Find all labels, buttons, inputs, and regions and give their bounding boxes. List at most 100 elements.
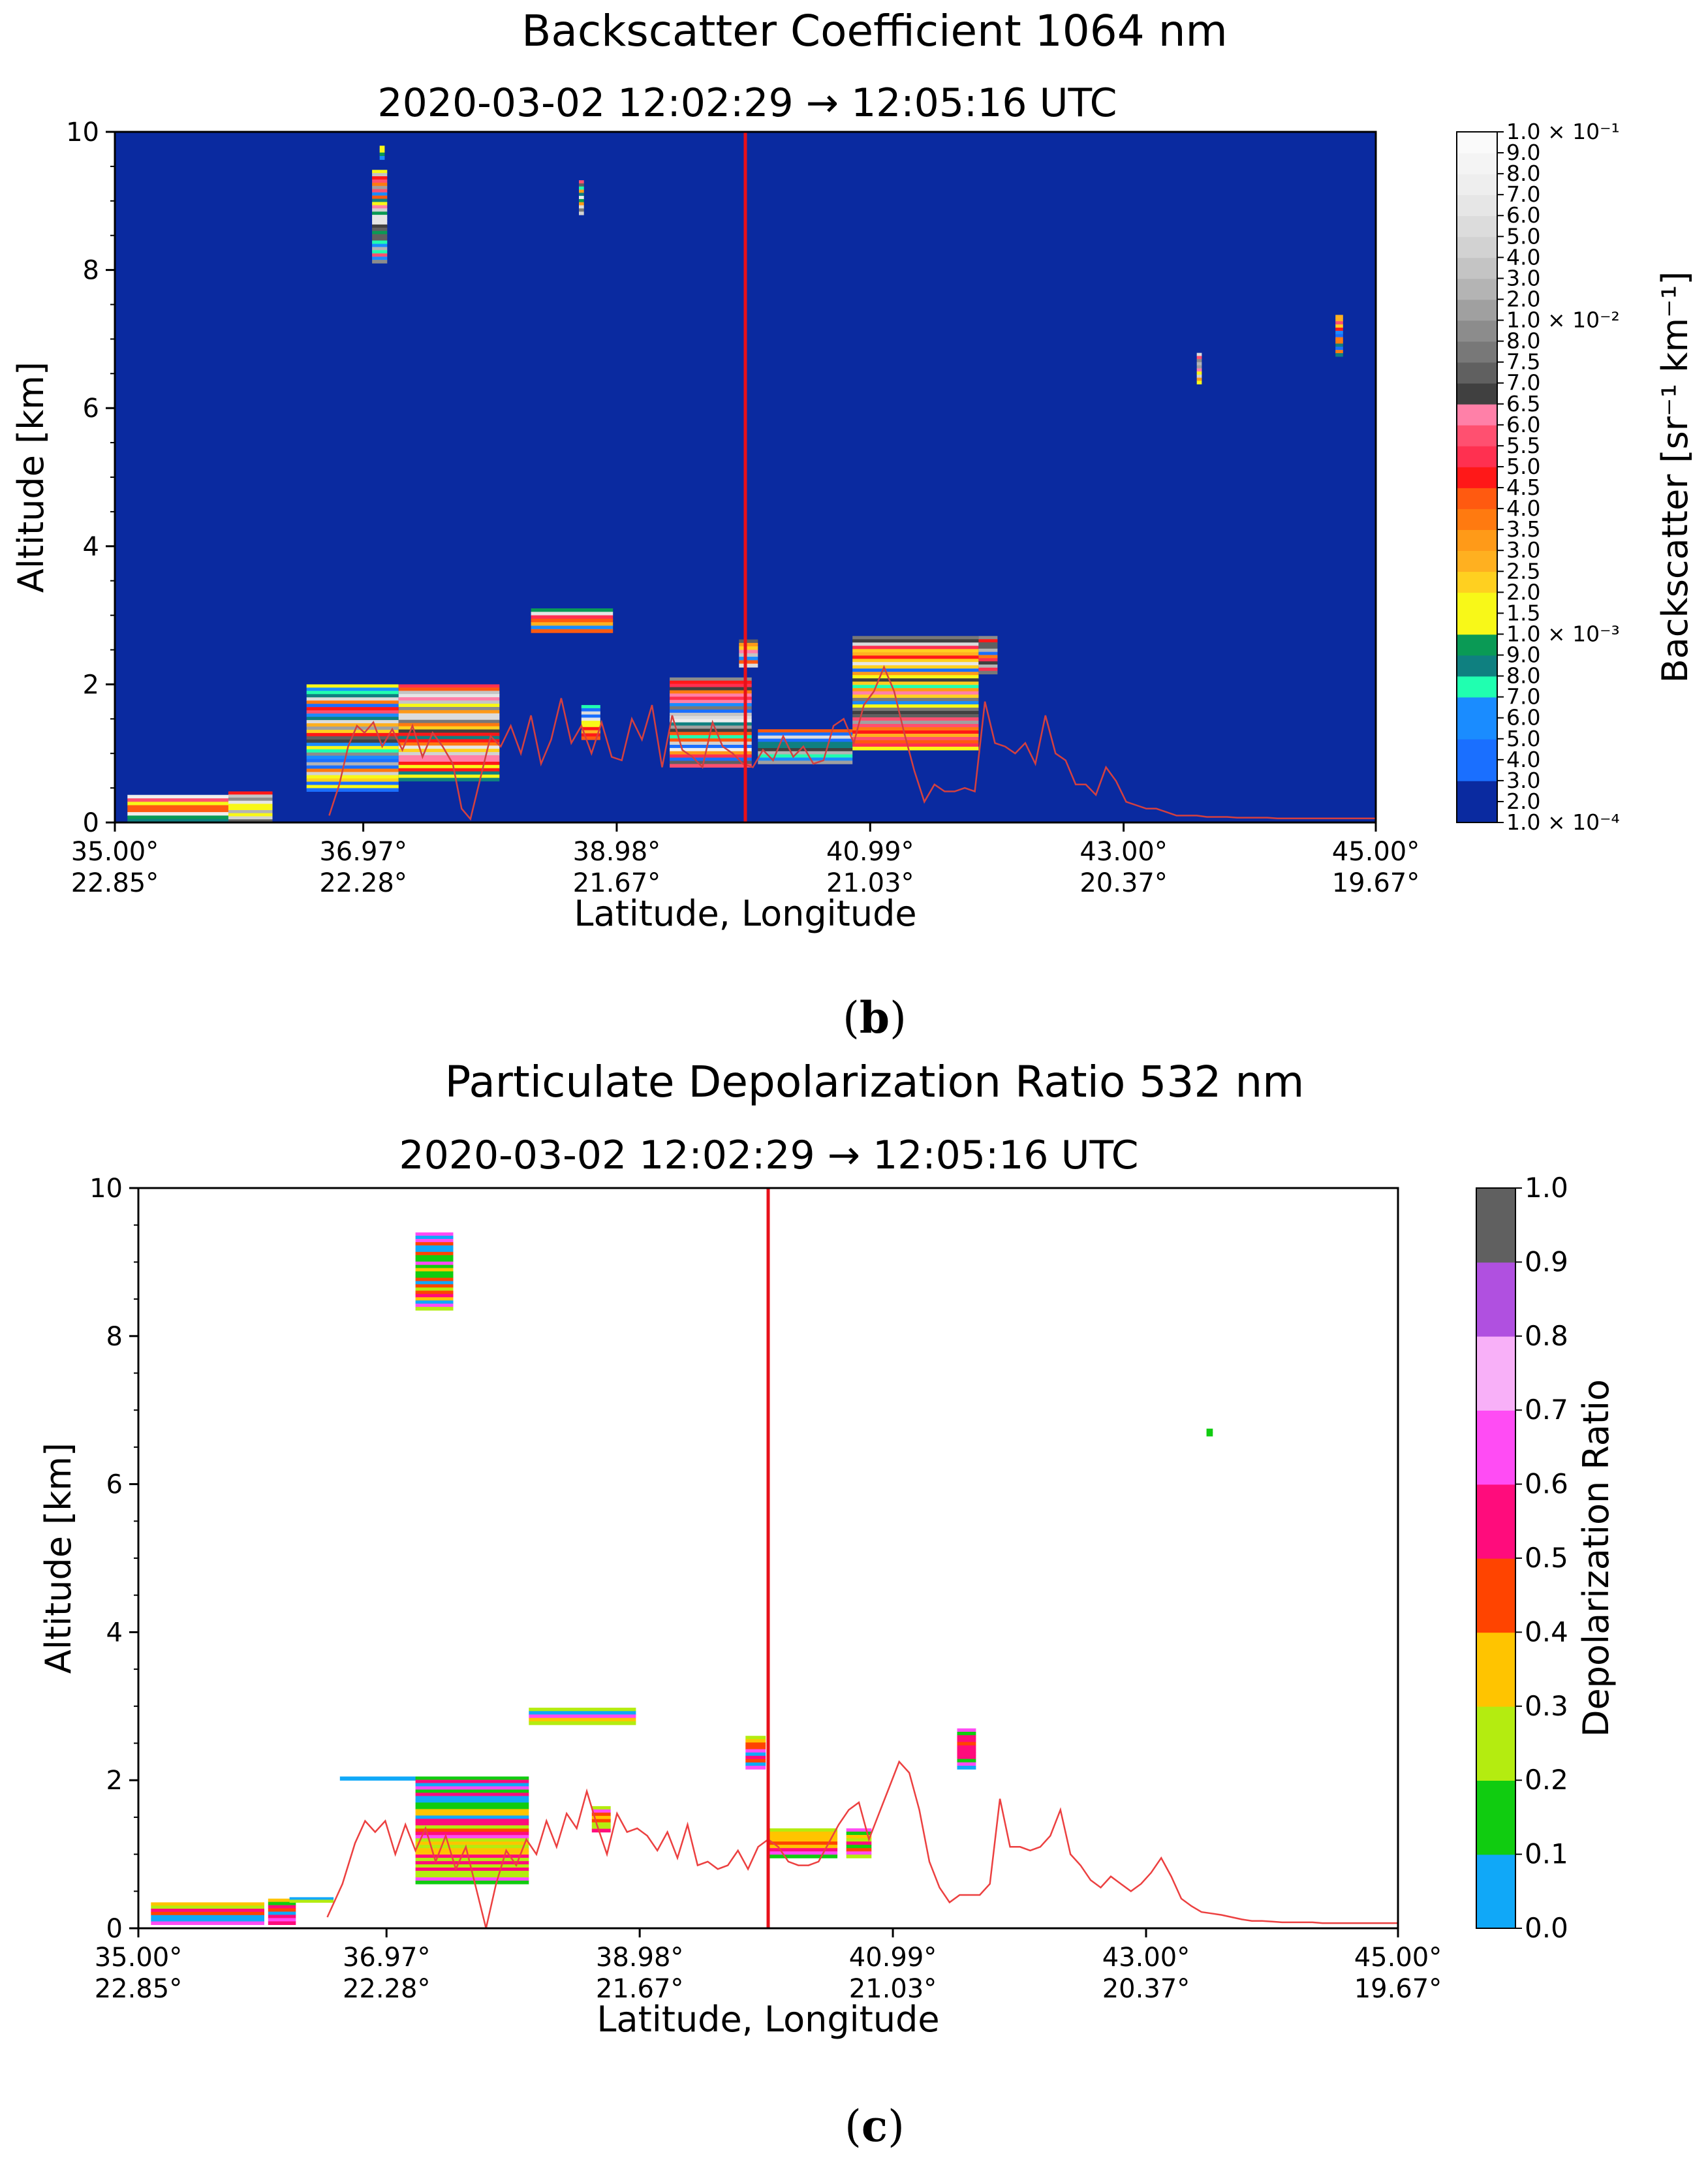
feature-layer-row [581, 727, 600, 731]
feature-layer-row [581, 736, 600, 740]
feature-layer-row [415, 1855, 529, 1858]
feature-layer-row [846, 1855, 872, 1858]
colorbar-segment [1457, 634, 1497, 656]
feature-layer-row [978, 642, 998, 646]
feature-layer-row [398, 704, 500, 708]
feature-layer-row [228, 810, 273, 814]
feature-layer-row [127, 805, 254, 809]
feature-layer-row [579, 205, 584, 209]
feature-layer-row [415, 1802, 529, 1806]
colorbar-tick-label: 0.5 [1525, 1542, 1568, 1574]
feature-layer-row [978, 636, 998, 640]
feature-layer-row [739, 653, 758, 657]
feature-layer-row [306, 700, 399, 704]
feature-layer-row [579, 208, 584, 212]
colorbar-segment [1457, 655, 1497, 677]
feature-layer-row [127, 798, 254, 802]
feature-layer-row [415, 1812, 529, 1816]
y-axis: 0 2 4 6 8 10 [89, 1174, 138, 1944]
feature-layer-row [372, 243, 388, 247]
feature-layer-row [306, 755, 399, 760]
feature-layer-row [289, 1900, 334, 1903]
feature-layer-row [415, 1245, 454, 1249]
feature-layer-row [852, 743, 979, 747]
feature-layer-row [372, 257, 388, 260]
feature-layer-row [591, 1806, 611, 1810]
feature-layer-row [127, 794, 254, 799]
feature-layer-row [978, 645, 998, 650]
feature-layer-row [372, 218, 388, 222]
feature-layer-row [372, 237, 388, 242]
colorbar-tick-label: 0.6 [1525, 1468, 1568, 1500]
feature-layer-row [398, 684, 500, 688]
feature-layer-row [415, 1815, 529, 1819]
feature-layer-row [670, 751, 752, 755]
backscatter-chart: Backscatter Coefficient 1064 nm 2020-03-… [10, 6, 1696, 1043]
feature-layer-row [398, 694, 500, 698]
feature-layer-row [415, 1809, 529, 1813]
feature-layer-row [579, 180, 584, 184]
feature-layer-row [415, 1819, 529, 1823]
colorbar-tick-label: 3.0 [1506, 537, 1540, 563]
feature-layer-row [591, 1812, 611, 1817]
feature-layer-row [670, 735, 752, 739]
feature-layer-row [415, 1861, 529, 1865]
feature-layer-row [372, 211, 388, 215]
colorbar-tick-label: 3.0 [1506, 768, 1540, 793]
feature-layer-row [957, 1738, 976, 1743]
feature-layer-row [415, 1841, 529, 1845]
feature-layer-row [415, 1877, 529, 1881]
x-tick-label-lat: 40.99° [826, 837, 914, 867]
ground-profile-line [328, 665, 1376, 821]
feature-layer-row [531, 629, 613, 633]
colorbar-tick-label: 8.0 [1506, 328, 1540, 354]
feature-block [531, 608, 613, 633]
feature-layer-row [846, 1841, 872, 1845]
colorbar-segment [1457, 509, 1497, 530]
feature-layer-row [1196, 359, 1202, 363]
feature-layer-row [529, 1721, 636, 1725]
feature-layer-row [1335, 318, 1343, 322]
colorbar-tick-label: 7.5 [1506, 349, 1540, 375]
feature-layer-row [1335, 347, 1343, 351]
x-tick-label-lon: 22.85° [71, 868, 159, 898]
feature-layer-row [852, 662, 979, 666]
feature-layer-row [415, 1786, 529, 1791]
feature-layer-row [758, 751, 853, 755]
feature-layer-row [372, 208, 388, 212]
colorbar-segment [1457, 529, 1497, 552]
y-tick-label: 8 [106, 1322, 123, 1352]
feature-layer-row [306, 781, 399, 786]
feature-layer-row [852, 685, 979, 689]
feature-layer-row [739, 657, 758, 661]
colorbar-tick-label: 2.0 [1506, 579, 1540, 604]
feature-layer-row [978, 655, 998, 659]
feature-layer-row [1196, 377, 1202, 381]
colorbar-segment [1457, 759, 1497, 781]
feature-layer-row [398, 716, 500, 721]
feature-layer-row [415, 1284, 454, 1288]
feature-layer-row [670, 700, 752, 704]
feature-layer-row [151, 1918, 264, 1922]
feature-layer-row [957, 1762, 976, 1766]
feature-layer-row [852, 695, 979, 698]
feature-layer-row [852, 655, 979, 659]
feature-layer-row [758, 732, 853, 736]
colorbar-tick-label: 2.5 [1506, 558, 1540, 584]
feature-layer-row [228, 797, 273, 802]
colorbar-segment [1457, 153, 1497, 174]
feature-layer-row [852, 659, 979, 663]
colorbar-segment [1457, 592, 1497, 614]
feature-layer-row [581, 711, 600, 715]
colorbar-tick-label: 5.0 [1506, 223, 1540, 249]
feature-layer-row [415, 1845, 529, 1849]
feature-layer-row [306, 762, 399, 766]
feature-layer-row [415, 1232, 454, 1236]
feature-layer-row [127, 802, 254, 806]
feature-layer-row [415, 1828, 529, 1832]
feature-layer-row [758, 729, 853, 733]
feature-layer-row [957, 1749, 976, 1753]
feature-layer-row [739, 650, 758, 654]
feature-layer-row [745, 1749, 766, 1753]
feature-layer-row [372, 215, 388, 219]
